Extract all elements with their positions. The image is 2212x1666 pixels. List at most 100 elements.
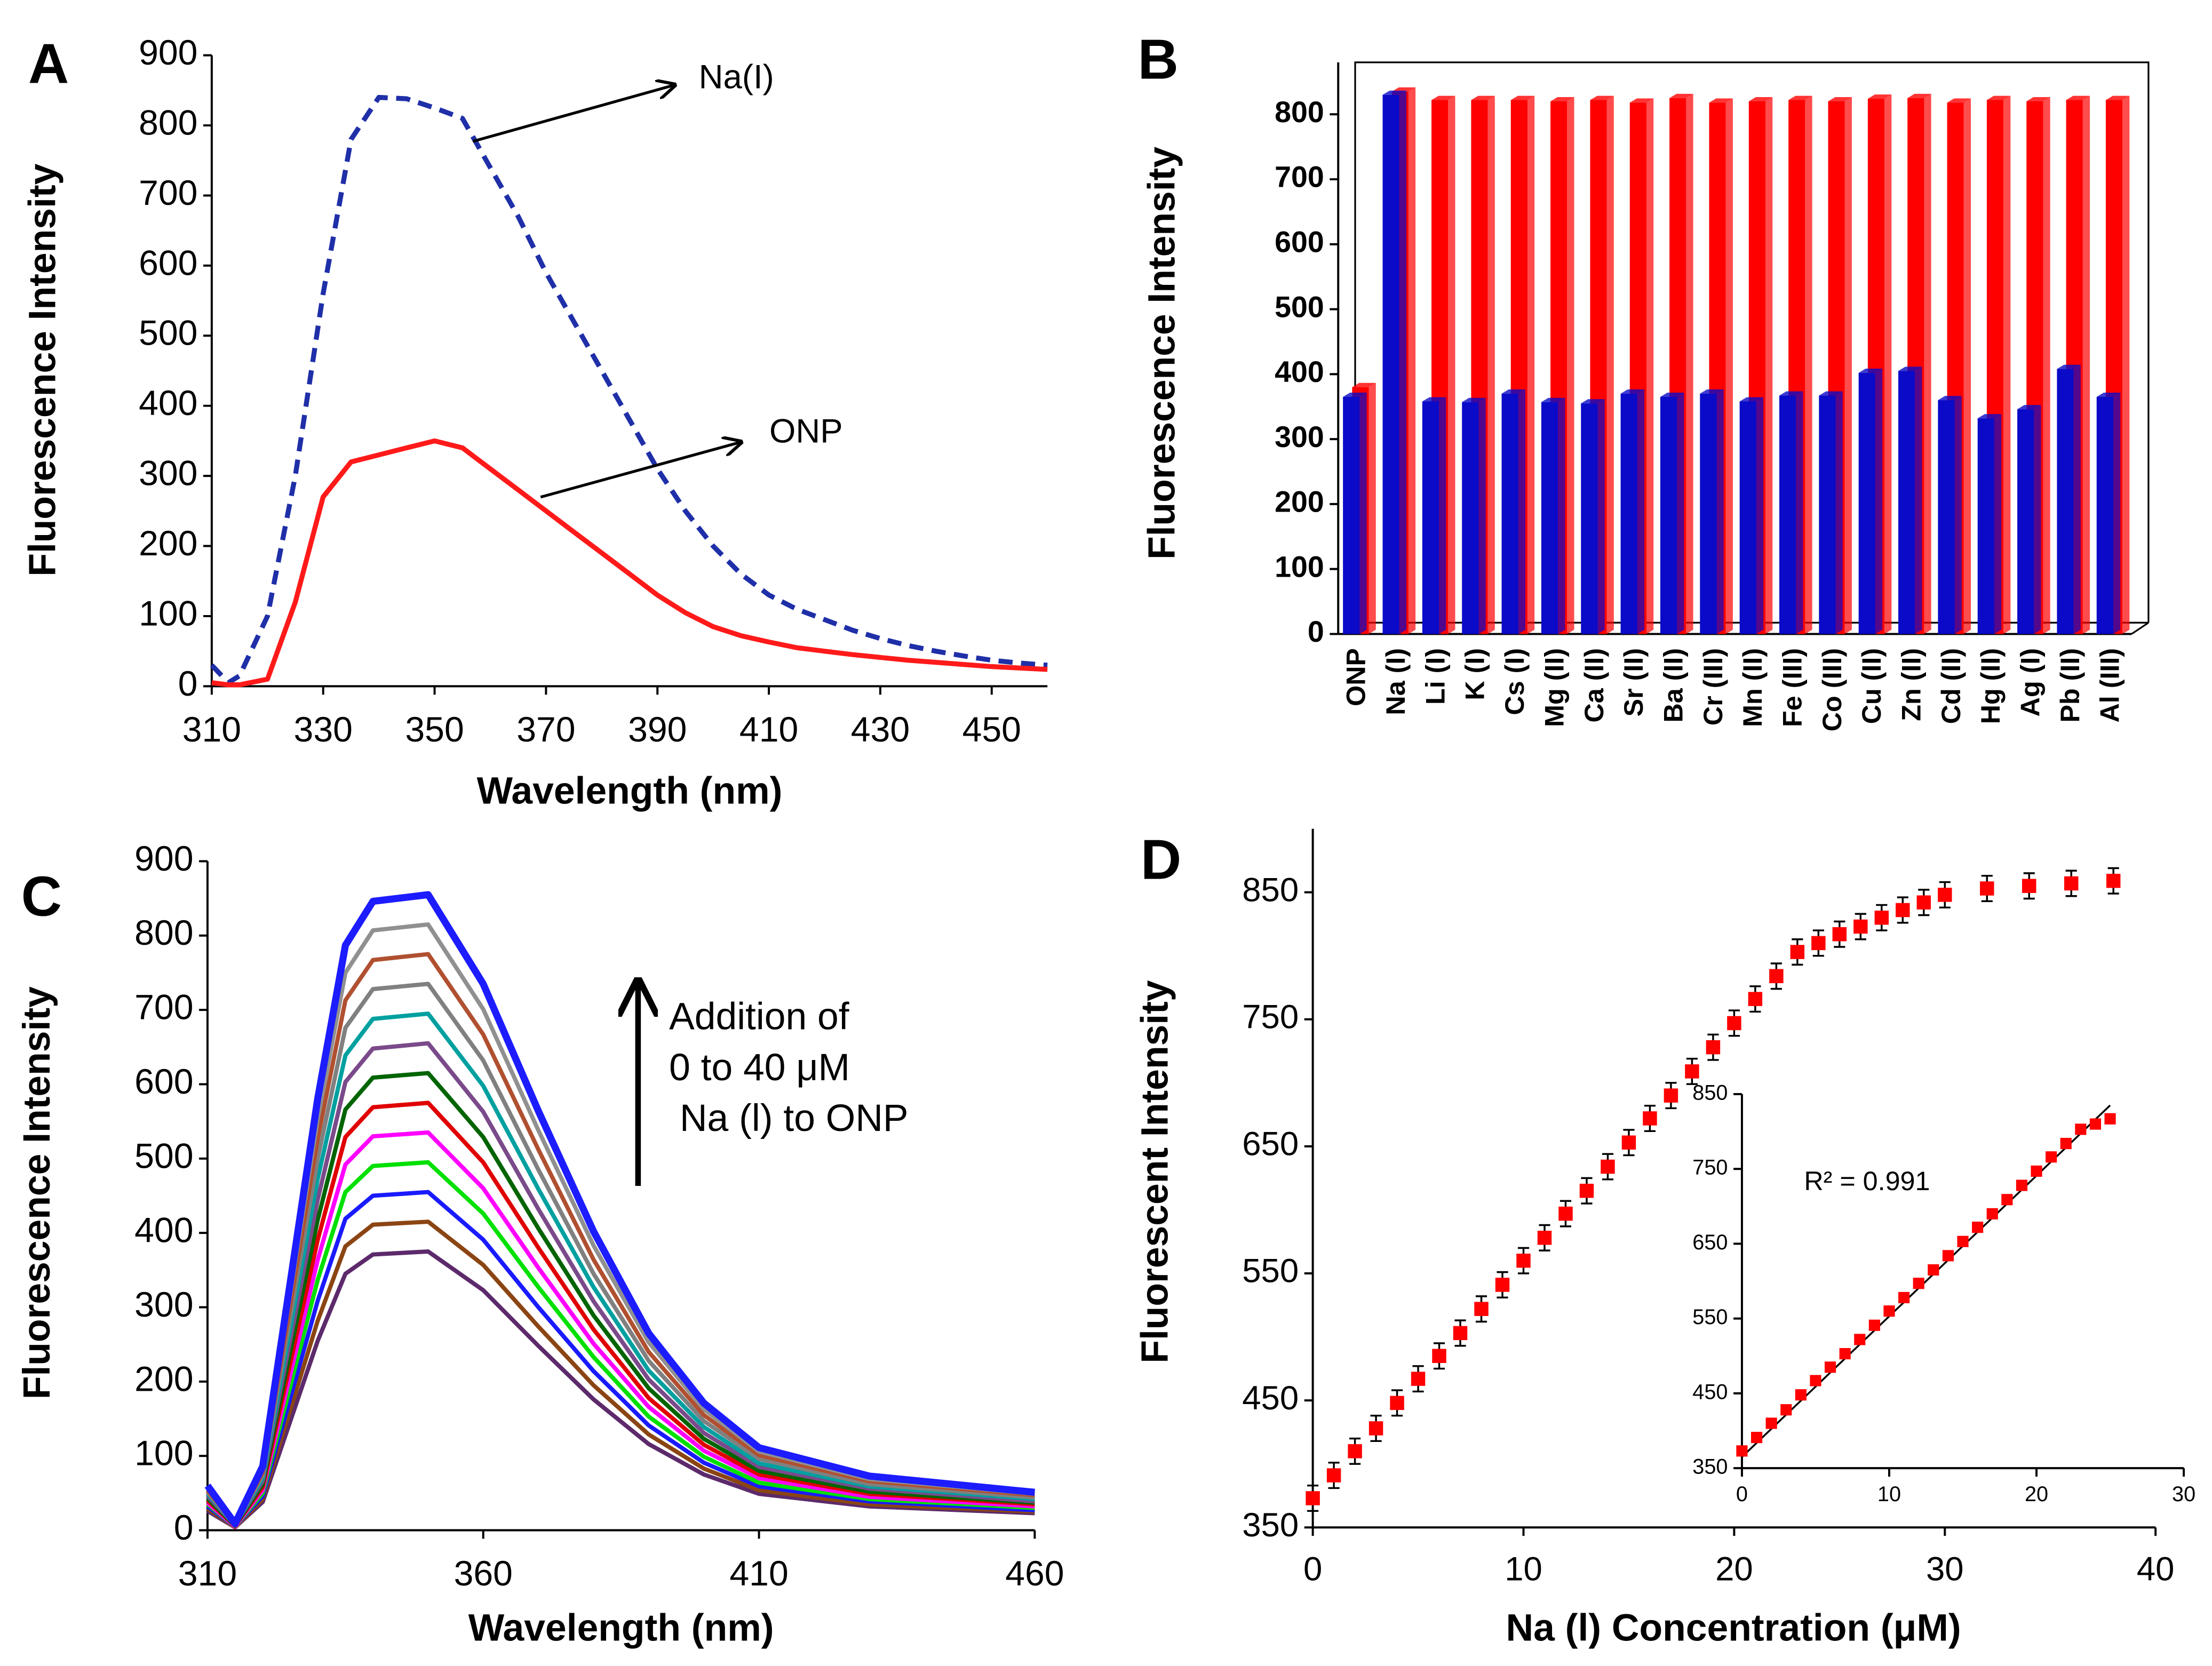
bar [1779,391,1803,634]
bar-side [2082,95,2090,634]
point [1736,1445,1748,1457]
y-tick-label: 700 [134,988,193,1027]
bar-top [1550,97,1574,101]
y-tick-label: 300 [1275,420,1324,453]
bar [1422,397,1446,634]
bar-top [1977,414,2002,419]
series-label: Na(I) [699,58,774,95]
y-tick-label: 300 [134,1285,193,1325]
annotation: Na (l) to ONP [669,1097,908,1139]
y-tick-label: 850 [1692,1081,1728,1104]
y-tick-label: 0 [1308,615,1324,648]
bar-front [1819,395,1836,634]
bar-front [1739,401,1756,634]
bar [2017,405,2041,634]
point [1453,1326,1468,1341]
x-tick-label: Mn (II) [1737,648,1768,727]
bar-side [1646,98,1654,634]
bar-front [1581,403,1598,634]
bar-side [1567,97,1574,634]
y-tick-label: 400 [1275,355,1324,388]
point [1643,1111,1657,1126]
bar-side [1527,95,1535,634]
bar [1581,399,1605,634]
bar-front [1462,402,1479,634]
bar-top [1581,399,1605,404]
bar-top [2057,364,2081,369]
point [1916,895,1931,910]
x-tick-label: 10 [1505,1551,1542,1588]
point [1685,1064,1699,1079]
bar-top [1828,97,1852,101]
bar-side [1439,397,1446,634]
bar-side [1606,95,1614,634]
point [1769,969,1784,984]
bar-front [1501,393,1518,634]
bar [1343,393,1367,634]
y-tick-label: 400 [134,1211,193,1250]
bar-side [1875,368,1883,634]
point [1986,1208,1998,1219]
bar-top [1590,95,1614,100]
bar-front [1977,418,1994,634]
series-line [206,1219,1035,1529]
y-tick-label: 650 [1692,1231,1728,1254]
bar-top [1938,396,1962,401]
bar-front [1660,396,1677,634]
y-tick-label: 600 [134,1062,193,1102]
x-tick-label: 450 [962,710,1021,750]
x-tick-label: 10 [1877,1482,1901,1506]
bar-side [1725,98,1733,634]
point [1368,1421,1383,1436]
bar [1462,397,1486,634]
bar-top [1501,389,1526,394]
bar [1819,391,1843,634]
point [1706,1040,1721,1055]
point [1883,1305,1895,1317]
y-tick-label: 350 [1242,1506,1299,1544]
bar-side [1368,382,1376,634]
point [1579,1183,1594,1198]
x-tick-label: 0 [1303,1551,1322,1588]
bar-front [2057,369,2074,634]
back-wall [1354,61,2150,623]
y-tick-label: 450 [1692,1380,1728,1404]
bar-top [1620,389,1645,394]
bar-top [1898,366,1922,371]
point [1928,1264,1939,1276]
x-tick-label: Pb (II) [2055,648,2085,723]
series-line [206,1249,1035,1529]
point [1790,945,1805,959]
y-axis-title: Fluorescence Intensity [21,163,64,576]
y-tick-label: 100 [139,594,197,633]
bar-side [2073,364,2081,634]
point [1750,1432,1763,1444]
point [1795,1389,1807,1401]
y-axis-title: Fluorescent Intensity [1133,980,1176,1364]
x-tick-label: 30 [2172,1482,2195,1506]
point [1957,1235,1969,1247]
bar-front [1938,400,1955,634]
point [1432,1349,1446,1364]
point [2046,1151,2057,1163]
point [1348,1444,1362,1458]
point [1832,927,1847,942]
bar-side [2034,405,2041,634]
x-tick-label: Fe (III) [1777,648,1808,727]
bar-top [1391,87,1416,92]
bar [1700,389,1724,634]
bar-side [1835,391,1843,634]
bar-front [1382,94,1399,634]
bar-top [1748,97,1773,101]
x-tick-label: K (I) [1460,648,1490,700]
point [1874,911,1889,925]
annotation-arrow [472,85,674,143]
bar-top [1431,95,1455,100]
x-tick-label: Ca (II) [1579,648,1609,723]
bar [1382,90,1406,634]
y-tick-label: 750 [1692,1156,1728,1179]
point [1621,1135,1636,1150]
bar-side [1399,90,1406,634]
bar-side [1844,97,1852,634]
